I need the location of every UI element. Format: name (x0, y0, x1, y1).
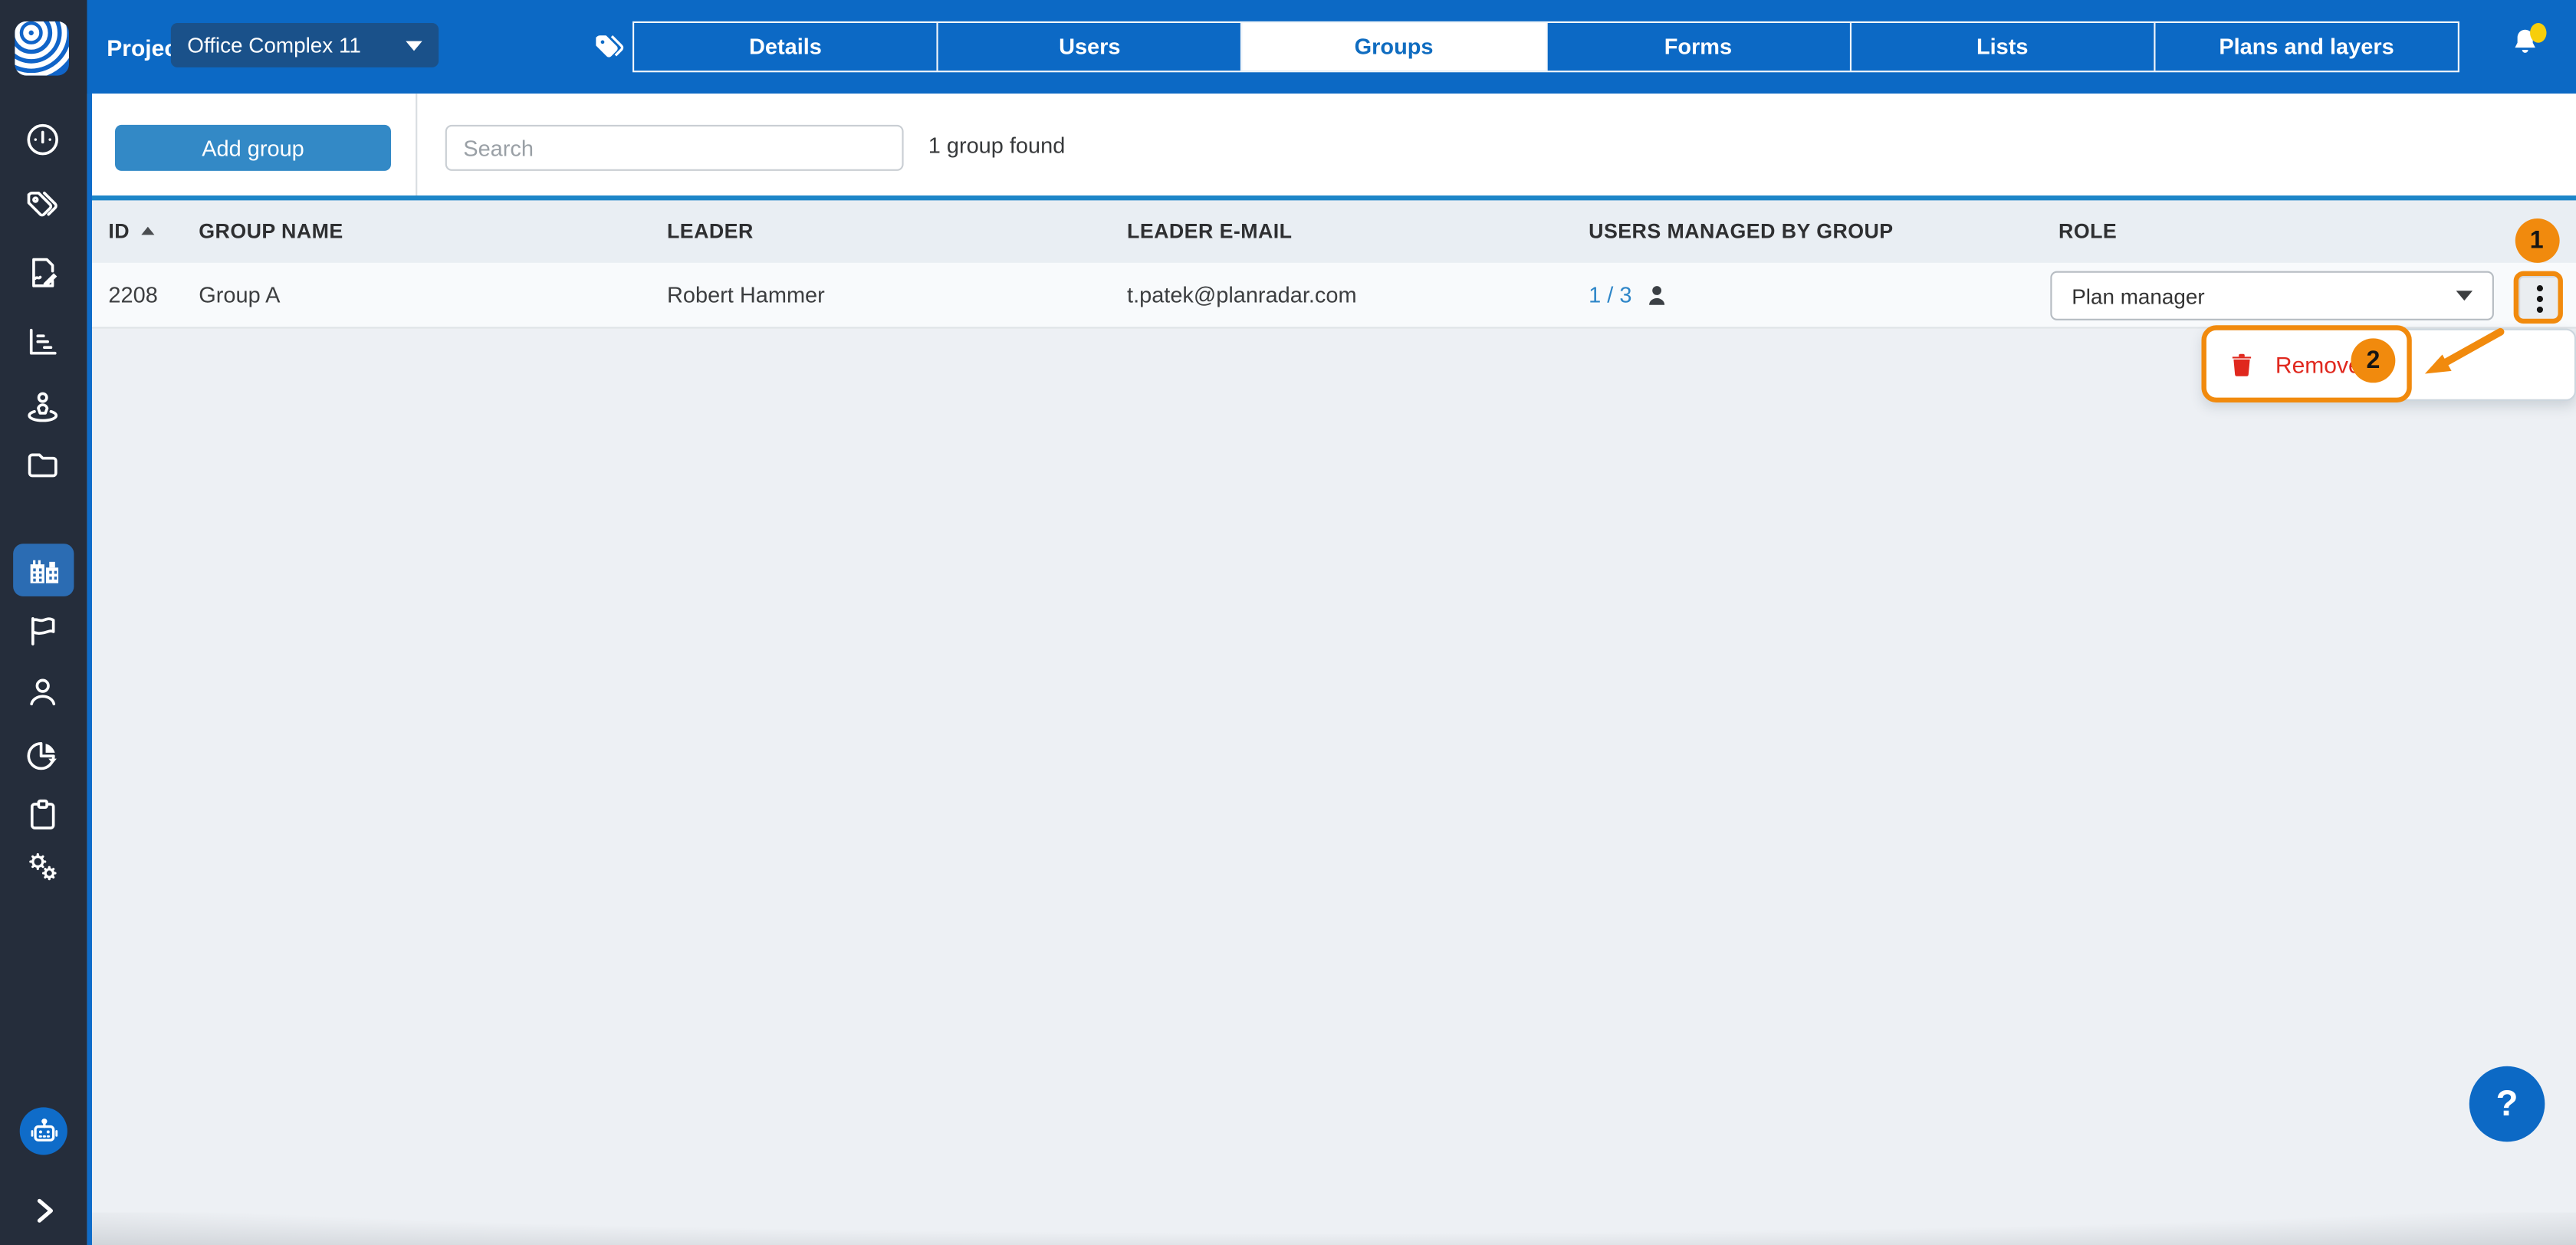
project-select-value: Office Complex 11 (187, 32, 361, 58)
tags-icon[interactable] (23, 184, 62, 223)
search-input[interactable] (445, 124, 904, 171)
users-managed-link[interactable]: 1 / 3 (1589, 282, 1632, 307)
role-select[interactable]: Plan manager (2050, 271, 2494, 320)
form-edit-icon[interactable] (23, 253, 62, 292)
annotation-highlight-remove (2201, 325, 2412, 403)
column-header-users-managed[interactable]: USERS MANAGED BY GROUP (1589, 219, 1894, 243)
gears-icon[interactable] (23, 846, 62, 885)
cell-group-name: Group A (199, 282, 281, 307)
flag-icon[interactable] (23, 611, 62, 650)
menu-item-remove[interactable]: Remove (2228, 330, 2361, 399)
annotation-step-2: 2 (2351, 338, 2396, 383)
add-group-button[interactable]: Add group (115, 124, 392, 171)
location-person-icon[interactable] (23, 386, 62, 425)
sidebar (0, 0, 87, 1245)
project-select[interactable]: Office Complex 11 (170, 23, 439, 67)
tab-groups[interactable]: Groups (1242, 23, 1547, 71)
chevron-right-icon (37, 1198, 54, 1223)
tab-forms[interactable]: Forms (1547, 23, 1852, 71)
buildings-icon (30, 560, 59, 583)
robot-icon (30, 1118, 58, 1141)
chevron-down-icon (406, 40, 422, 51)
statistics-icon[interactable] (23, 322, 62, 361)
pie-chart-icon[interactable] (23, 736, 62, 775)
folder-icon[interactable] (23, 445, 62, 485)
kebab-menu-icon (2536, 285, 2543, 314)
table-row: 2208 Group A Robert Hammer t.patek@planr… (92, 262, 2576, 329)
toolbar-divider (416, 94, 418, 196)
sidebar-accent-line (87, 0, 93, 1245)
annotation-highlight-kebab (2513, 271, 2563, 324)
column-header-group-name[interactable]: GROUP NAME (199, 219, 343, 243)
annotation-step-1: 1 (2514, 217, 2559, 262)
table-top-accent (92, 195, 2576, 200)
tab-lists[interactable]: Lists (1851, 23, 2156, 71)
column-header-id[interactable]: ID (108, 220, 199, 243)
cell-leader: Robert Hammer (667, 282, 825, 307)
sidebar-expand-button[interactable] (31, 1196, 58, 1226)
project-tabs: Details Users Groups Forms Lists Plans a… (632, 21, 2459, 73)
tab-plans-and-layers[interactable]: Plans and layers (2219, 34, 2394, 60)
result-count: 1 group found (928, 132, 1066, 157)
table-header-row: ID GROUP NAME LEADER LEADER E-MAIL USERS… (92, 199, 2576, 263)
cell-leader-email: t.patek@planradar.com (1127, 282, 1357, 307)
role-select-value: Plan manager (2072, 283, 2205, 308)
cell-users-managed: 1 / 3 (1589, 282, 2058, 308)
user-icon (1649, 285, 1665, 304)
cell-id: 2208 (108, 282, 158, 307)
tab-users[interactable]: Users (938, 23, 1243, 71)
sidebar-item-projects-active[interactable] (13, 544, 74, 596)
dashboard-icon[interactable] (23, 120, 62, 159)
sort-ascending-icon[interactable] (141, 227, 155, 235)
annotation-arrow (2424, 327, 2505, 374)
chevron-down-icon (2456, 291, 2473, 301)
remove-label: Remove (2275, 351, 2361, 378)
help-button[interactable]: ? (2469, 1066, 2545, 1142)
notification-dot (2530, 23, 2547, 43)
column-header-role[interactable]: ROLE (2058, 219, 2118, 243)
person-icon[interactable] (23, 672, 62, 711)
tab-details[interactable]: Details (634, 23, 938, 71)
column-header-leader[interactable]: LEADER (667, 219, 754, 243)
assistant-robot-button[interactable] (19, 1107, 67, 1155)
planradar-logo[interactable] (15, 21, 70, 76)
window-bottom-shadow (92, 1212, 2576, 1245)
clipboard-icon[interactable] (23, 795, 62, 834)
trash-icon (2232, 353, 2252, 376)
column-header-leader-email[interactable]: LEADER E-MAIL (1127, 219, 1293, 243)
project-tags-button[interactable] (591, 26, 627, 65)
